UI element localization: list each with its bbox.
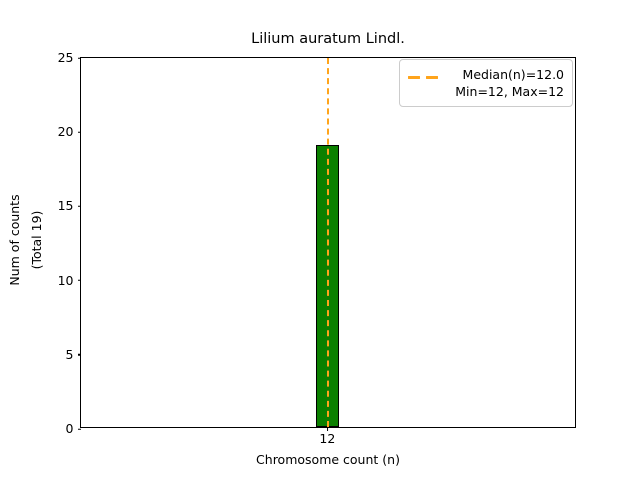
x-tick-12: 12 <box>319 427 335 445</box>
legend-median-line-swatch <box>408 69 442 85</box>
y-axis-secondary-label: (Total 19) <box>22 0 50 480</box>
median-vline <box>327 58 330 427</box>
y-tick-label: 5 <box>65 346 74 362</box>
legend-dash-segment-2 <box>426 76 438 79</box>
y-tick-15: 15 <box>58 200 81 213</box>
y-tick-label: 20 <box>57 123 74 139</box>
y-tick-label: 10 <box>57 272 74 288</box>
y-tick-mark <box>77 354 81 356</box>
x-tick-mark <box>326 427 328 431</box>
y-tick-mark <box>77 280 81 282</box>
y-tick-label: 15 <box>57 198 74 214</box>
legend-line-median: Median(n)=12.0 <box>462 67 564 82</box>
legend-entry-median: Median(n)=12.0 Min=12, Max=12 <box>450 66 564 100</box>
y-axis-label: Num of counts <box>0 0 28 480</box>
y-axis-label-text: Num of counts <box>6 194 22 286</box>
y-tick-mark <box>77 57 81 59</box>
y-tick-label: 0 <box>65 420 74 436</box>
legend-line-minmax: Min=12, Max=12 <box>455 84 564 99</box>
y-tick-0: 0 <box>65 420 81 436</box>
plot-area: 0 5 10 15 20 25 12 Median(n)=12.0 Min=12, Max… <box>58 51 576 444</box>
y-tick-20: 20 <box>57 123 81 139</box>
chart-legend: Median(n)=12.0 Min=12, Max=12 <box>399 59 573 107</box>
y-tick-mark <box>77 131 81 133</box>
chart-title: Lilium auratum Lindl. <box>251 31 405 47</box>
y-tick-mark <box>77 205 81 207</box>
y-tick-25: 25 <box>57 49 81 65</box>
x-axis-label: Chromosome count (n) <box>256 452 400 467</box>
y-tick-5: 5 <box>65 346 81 362</box>
legend-dash-segment-1 <box>408 76 420 79</box>
y-tick-mark <box>77 428 81 430</box>
y-tick-label: 25 <box>57 49 74 65</box>
y-axis-secondary-label-text: (Total 19) <box>28 210 44 270</box>
y-tick-10: 10 <box>58 274 81 287</box>
x-tick-label: 12 <box>319 430 336 446</box>
